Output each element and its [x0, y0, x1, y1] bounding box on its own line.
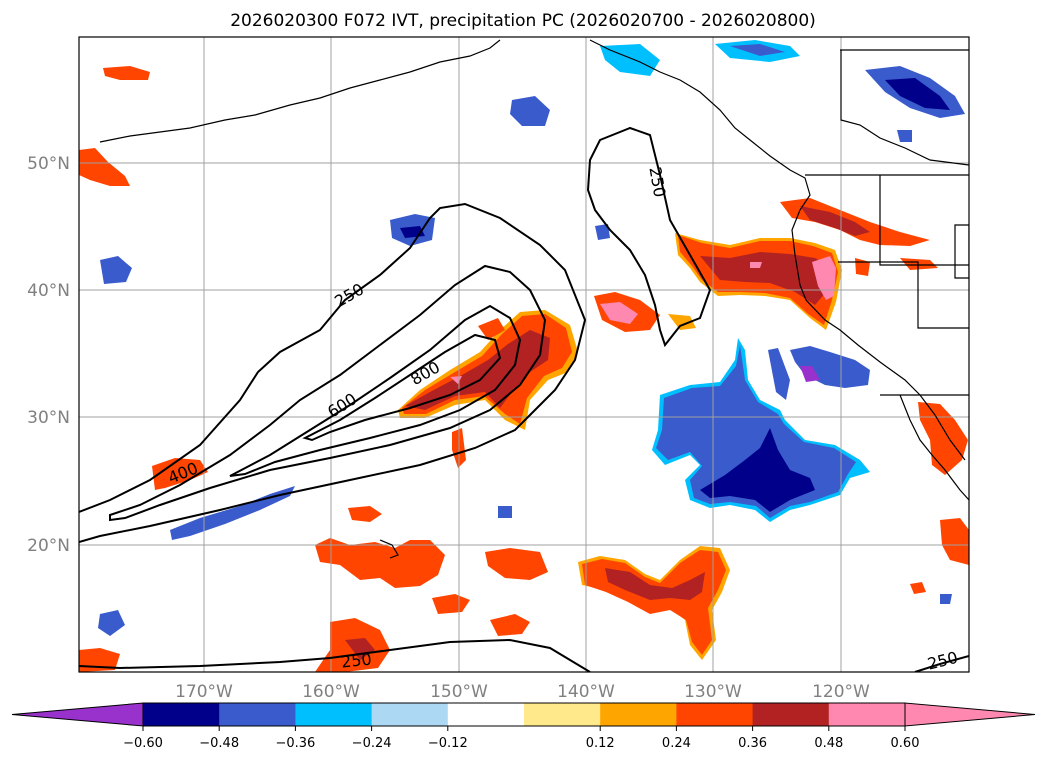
map-title: 2026020300 F072 IVT, precipitation PC (2… [230, 11, 816, 31]
gridlines [79, 37, 969, 672]
colorbar-frame [142, 702, 906, 727]
contour-600 [229, 304, 522, 477]
colorbar-tick-label: 0.60 [891, 736, 920, 751]
precip-anomaly-fill [79, 40, 969, 672]
south-blue-dark [700, 428, 815, 512]
id-blob [900, 258, 938, 270]
colorbar-tick-label: 0.12 [586, 736, 615, 751]
map-panel: 250 250 400 600 800 250 250 [78, 36, 970, 674]
na-coastline [589, 39, 966, 461]
colorbar-tick-label: −0.48 [199, 736, 239, 751]
mexico-blob [918, 402, 968, 475]
south-blob-3 [432, 594, 470, 614]
colorbar-tick-label: 0.48 [814, 736, 843, 751]
colorbar-segment [219, 703, 296, 726]
colorbar-segment [447, 703, 525, 726]
colorbar-tick-label: 0.36 [738, 736, 767, 751]
south-blob-5-dark [605, 568, 705, 600]
ca-coast-pink [812, 256, 836, 300]
contour-250-outer [79, 202, 587, 543]
lon-label-120w: 120°W [812, 682, 870, 702]
south-blob-1 [315, 538, 445, 588]
colorbar-segment [600, 703, 677, 726]
colorbar-under-extension [11, 702, 144, 727]
small-blue-3 [498, 506, 512, 518]
baja-blue-2 [768, 348, 790, 400]
small-blue-2 [897, 130, 912, 142]
ar-north-blob [478, 318, 505, 340]
colorbar-segment [524, 703, 601, 726]
colorbar-tick-label: −0.60 [123, 736, 163, 751]
contour-250-se [914, 655, 969, 672]
sw-blue-blob [98, 610, 125, 636]
colorbar-segment [828, 703, 906, 726]
north-blue [510, 96, 550, 126]
colorbar-over-extension [904, 702, 1036, 727]
contour-800 [302, 333, 502, 442]
nw-top-blob [103, 66, 150, 80]
colorbar-segment [371, 703, 449, 726]
state-border-1 [879, 175, 969, 266]
ivt-contours [79, 126, 969, 672]
positive-precip-areas [79, 66, 969, 672]
south-blue-med [656, 345, 856, 518]
offshore-small-blob [668, 314, 696, 330]
ca-small-pink [750, 262, 762, 268]
alaska-bc-border [840, 50, 969, 166]
lon-label-160w: 160°W [302, 682, 360, 702]
lat-label-50n: 50°N [27, 154, 70, 174]
lon-label-140w: 140°W [557, 682, 615, 702]
hawaii-islands [379, 539, 399, 559]
or-strip-dark [800, 206, 870, 236]
colorbar-tick-label: −0.24 [352, 736, 392, 751]
south-blob-2 [348, 506, 382, 522]
ca-coast-dark [700, 252, 830, 305]
contour-400 [109, 264, 547, 522]
small-blue-4 [940, 594, 952, 604]
baja-purple [800, 366, 820, 382]
lat-label-20n: 20°N [27, 536, 70, 556]
colorbar-tick-label: −0.36 [275, 736, 315, 751]
colorbar-tick-label: 0.24 [662, 736, 691, 751]
lat-label-30n: 30°N [27, 408, 70, 428]
map-frame [78, 36, 970, 673]
contour-label-250-c: 250 [340, 649, 372, 671]
small-blue-1 [595, 224, 610, 240]
colorbar-segment [752, 703, 830, 726]
colorbar: −0.60 −0.48 −0.36 −0.24 −0.12 0.12 0.24 0.36 0.4… [11, 702, 1036, 751]
state-border-2 [838, 261, 969, 329]
nw-blob [79, 148, 130, 186]
aleutian-coast [99, 39, 501, 143]
se-small-blob [910, 582, 926, 594]
negative-precip-areas [98, 40, 965, 636]
south-blob-6-dark [345, 638, 375, 660]
coastlines [99, 39, 969, 559]
colorbar-ticks: −0.60 −0.48 −0.36 −0.24 −0.12 0.12 0.24 0.36 0.4… [123, 726, 919, 751]
offshore-40n-pink [600, 302, 638, 324]
west-blue [100, 256, 132, 284]
west-blob [152, 458, 208, 490]
colorbar-tick-label: −0.12 [428, 736, 468, 751]
contour-250-south [79, 638, 591, 672]
colorbar-segments [11, 702, 1036, 727]
longitude-labels: 170°W 160°W 150°W 140°W 130°W 120°W [175, 682, 870, 702]
lon-label-150w: 150°W [430, 682, 488, 702]
latitude-labels: 50°N 40°N 30°N 20°N [27, 154, 70, 556]
state-border-3 [954, 224, 969, 279]
colorbar-segment [295, 703, 373, 726]
south-blob-4 [485, 548, 548, 580]
colorbar-segment [143, 703, 220, 726]
se-blob [940, 518, 969, 565]
lat-label-40n: 40°N [27, 281, 70, 301]
south-blob-7 [490, 614, 530, 636]
baja-coastline [899, 394, 969, 501]
colorbar-segment [676, 703, 754, 726]
lon-label-130w: 130°W [684, 682, 742, 702]
contour-250-east [586, 126, 712, 348]
alaska-med-blue [730, 44, 785, 56]
bc-interior-dark [885, 78, 950, 110]
lon-label-170w: 170°W [175, 682, 233, 702]
